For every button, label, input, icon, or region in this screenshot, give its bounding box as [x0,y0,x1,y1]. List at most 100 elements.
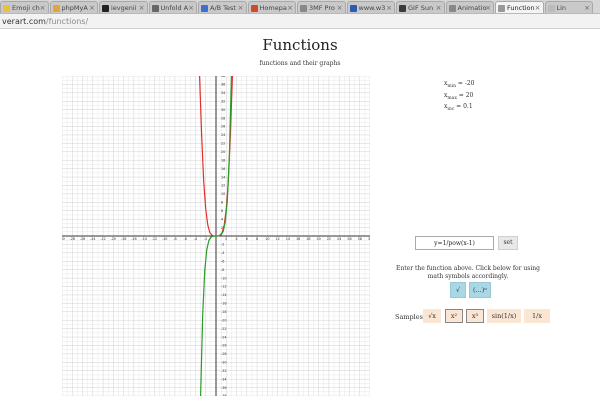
tab-label: Homepa [259,4,287,12]
tab-close-icon[interactable]: × [584,4,590,12]
browser-tab[interactable]: GIF Sun × [396,1,445,13]
url-text[interactable]: verart.com/functions/ [2,15,88,28]
tab-close-icon[interactable]: × [237,4,244,12]
samples-label: Samples: [395,313,426,321]
tab-label: www.w3 [358,4,386,12]
tab-label: A/B Test [210,4,236,12]
tab-favicon-icon [102,5,109,12]
xmin-label: x [444,80,448,87]
tab-favicon-icon [151,5,159,12]
x-tick-label: 24 [337,237,341,241]
x-tick-label: -24 [90,237,96,241]
sample-sin-button[interactable]: sin(1/x) [487,309,521,323]
y-tick-label: 8 [221,201,223,205]
tab-favicon-icon [349,5,357,12]
tab-label: phpMyA [61,4,88,12]
sample-sqrt-button[interactable]: √x [423,309,441,323]
x-tick-label: 22 [327,237,331,241]
y-tick-label: 26 [221,125,225,129]
tab-close-icon[interactable]: × [435,4,442,12]
power-symbol-button[interactable]: (...)ⁿ [469,282,491,298]
browser-tab[interactable]: Emoji ch × [0,1,49,13]
x-tick-label: -26 [80,237,86,241]
tab-close-icon[interactable]: × [336,4,343,12]
x-tick-label: -20 [111,237,117,241]
browser-tab[interactable]: ievgenii × [99,1,148,13]
y-tick-label: 22 [221,142,225,146]
tab-close-icon[interactable]: × [89,4,95,12]
x-tick-label: 18 [306,237,310,241]
xmax-sub: max [447,95,457,101]
x-tick-label: 30 [368,237,370,241]
browser-tab[interactable]: Unfold A × [148,1,197,13]
y-tick-label: -18 [221,310,227,314]
x-tick-label: 16 [296,237,300,241]
sample-x-cubed-button[interactable]: x³ [466,309,484,323]
x-tick-label: 10 [265,237,269,241]
sample-x-squared-button[interactable]: x² [445,309,463,323]
xmin-line: xmin = -20 [444,80,475,92]
function-input[interactable] [415,236,494,250]
x-tick-label: 26 [347,237,351,241]
y-tick-label: 30 [221,108,225,112]
y-tick-label: 28 [221,116,225,120]
tab-favicon-icon [201,5,208,12]
tab-favicon-icon [399,5,406,12]
tab-close-icon[interactable]: × [534,4,541,12]
tab-label: GIF Sun [408,4,434,12]
x-tick-label: -14 [141,237,147,241]
x-tick-label: -22 [100,237,106,241]
sqrt-symbol-button[interactable]: √ [450,282,466,298]
tab-close-icon[interactable]: × [39,4,46,12]
y-tick-label: 38 [221,76,225,78]
browser-tab[interactable]: 3MF Pro × [297,1,346,13]
tab-close-icon[interactable]: × [287,4,293,12]
tab-label: Lin [556,4,567,12]
sample-reciprocal-button[interactable]: 1/x [524,309,550,323]
tab-close-icon[interactable]: × [485,4,491,12]
function-graph[interactable]: -30-28-26-24-22-20-18-16-14-12-10-8-6-4-… [62,76,370,396]
y-tick-label: 24 [221,133,225,137]
tab-close-icon[interactable]: × [386,4,392,12]
page-subtitle: functions and their graphs [259,60,341,67]
xinc-line: xinc = 0.1 [444,103,475,115]
page-title: Functions [262,36,338,54]
tab-favicon-icon [3,5,10,12]
browser-tab[interactable]: Lin × [544,1,593,13]
browser-tab[interactable]: Animatio × [445,1,494,13]
tab-favicon-icon [300,5,307,12]
xmin-value: = -20 [456,80,475,87]
tab-close-icon[interactable]: × [138,4,145,12]
x-tick-label: -28 [69,237,75,241]
tab-close-icon[interactable]: × [188,4,194,12]
y-tick-label: 36 [221,83,225,87]
y-tick-label: -14 [221,293,227,297]
y-tick-label: -38 [221,394,227,396]
instructions-text: Enter the function above. Click below fo… [396,265,540,280]
browser-tab[interactable]: phpMyA × [49,1,98,13]
browser-tab[interactable]: www.w3 × [346,1,395,13]
y-tick-label: -34 [221,377,227,381]
y-tick-label: -4 [221,251,224,255]
y-tick-label: 18 [221,158,225,162]
y-tick-label: 12 [221,184,225,188]
y-tick-label: 14 [221,175,225,179]
tab-favicon-icon [547,5,555,12]
tab-label: 3MF Pro [309,4,335,12]
y-tick-label: -24 [221,335,227,339]
y-tick-label: -12 [221,285,227,289]
browser-tab[interactable]: Function × [495,1,544,13]
x-tick-label: 28 [358,237,362,241]
x-tick-label: 6 [246,237,248,241]
browser-tab[interactable]: A/B Test × [198,1,247,13]
y-tick-label: -6 [221,259,224,263]
xinc-value: = 0.1 [454,103,473,111]
tab-label: ievgenii [111,4,137,12]
address-bar[interactable]: verart.com/functions/ [0,14,600,29]
series-line-odd-power [200,76,232,396]
browser-tab[interactable]: Homepa × [247,1,296,13]
x-tick-label: -10 [162,237,168,241]
set-button[interactable]: set [498,236,518,250]
browser-tab-bar: Emoji ch × phpMyA × ievgenii × Unfold A × A/B Te… [0,0,600,14]
y-tick-label: 2 [221,226,223,230]
